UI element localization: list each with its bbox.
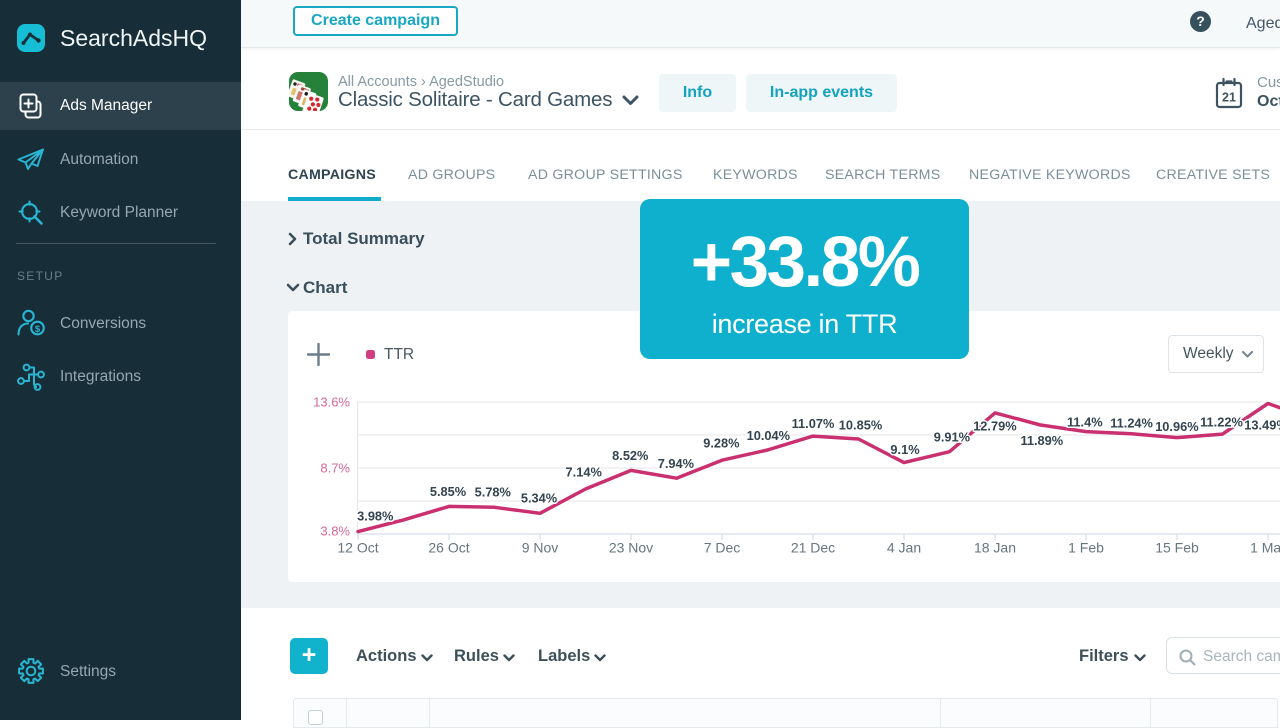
svg-text:$: $ bbox=[35, 324, 41, 335]
svg-text:21: 21 bbox=[1222, 91, 1236, 105]
